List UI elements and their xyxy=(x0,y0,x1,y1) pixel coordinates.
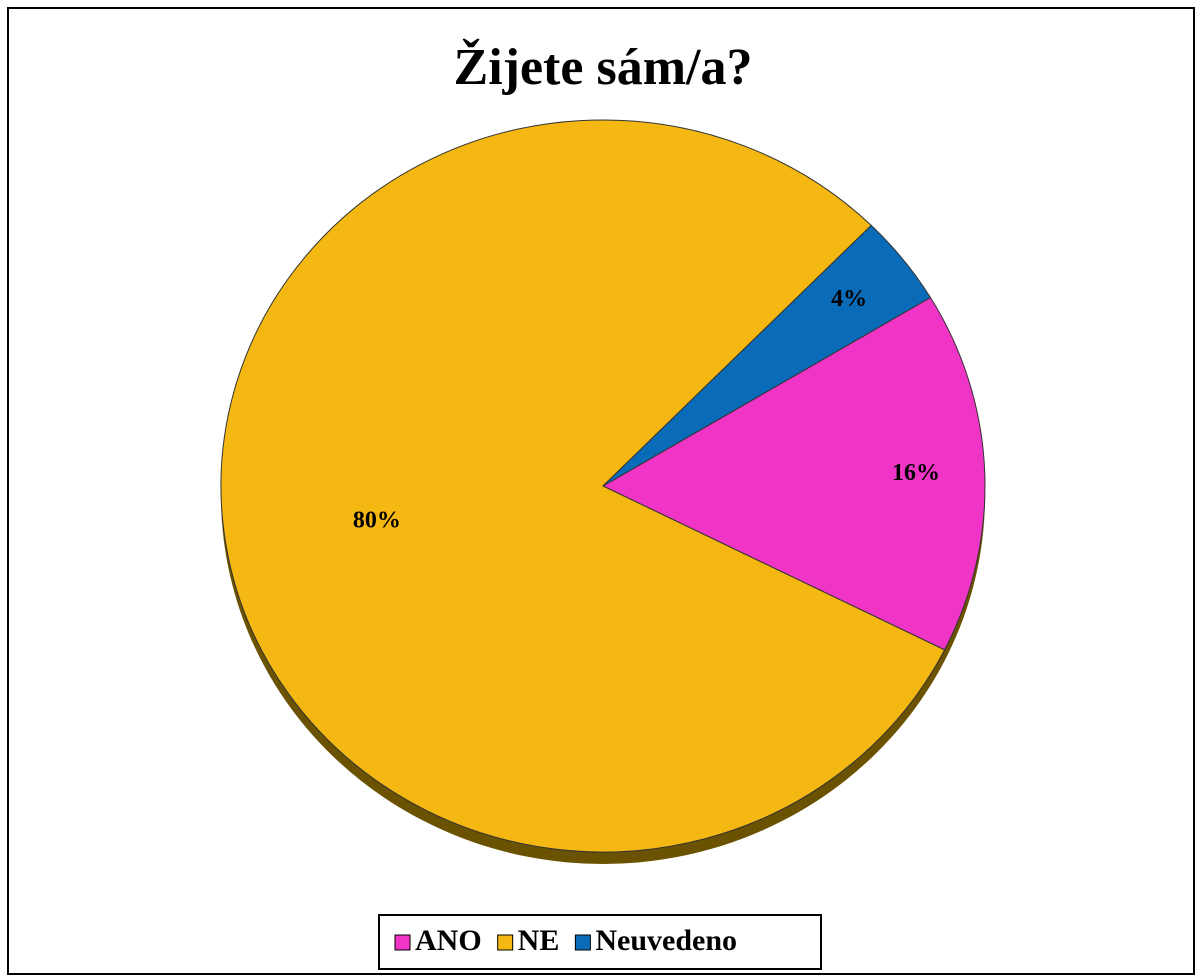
legend-swatch xyxy=(394,934,411,951)
legend-label: NE xyxy=(518,924,560,957)
legend-swatch xyxy=(497,934,514,951)
data-label: 16% xyxy=(892,460,940,486)
pie-slice xyxy=(602,224,932,487)
chart-title: Žijete sám/a? xyxy=(454,38,753,96)
legend-swatch xyxy=(574,934,591,951)
pie-slice xyxy=(601,296,986,651)
legend-box xyxy=(378,914,822,970)
legend-label: ANO xyxy=(415,924,482,957)
data-label: 80% xyxy=(353,507,401,533)
legend-label: Neuvedeno xyxy=(595,924,737,957)
data-label: 4% xyxy=(831,286,867,312)
pie-slice xyxy=(220,119,946,853)
